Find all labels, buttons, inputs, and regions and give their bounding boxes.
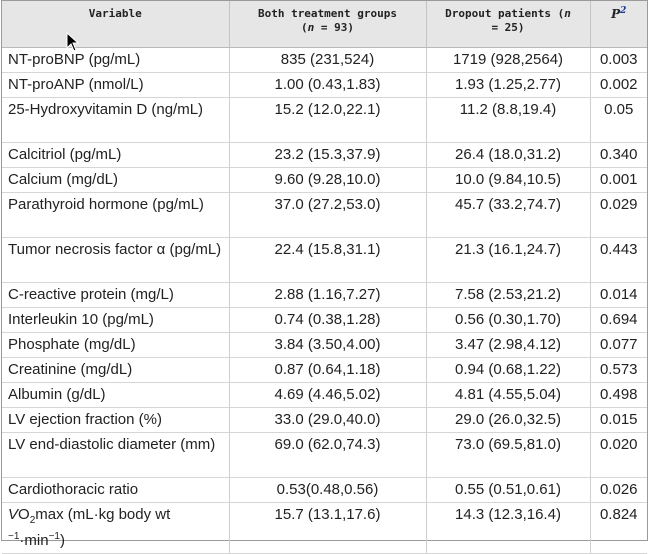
cell-dropout: 14.3 (12.3,16.4) (426, 502, 591, 554)
cell-p-value: 0.694 (590, 307, 647, 333)
cell-variable: Creatinine (mg/dL) (2, 357, 230, 383)
cell-dropout: 0.56 (0.30,1.70) (426, 307, 591, 333)
cell-variable: 25-Hydroxyvitamin D (ng/mL) (2, 97, 230, 143)
table-row: 25-Hydroxyvitamin D (ng/mL) 15.2 (12.0,22… (2, 97, 647, 143)
cell-dropout: 29.0 (26.0,32.5) (426, 407, 591, 433)
cell-p-value: 0.014 (590, 282, 647, 308)
cell-dropout: 0.55 (0.51,0.61) (426, 477, 591, 503)
cell-dropout: 0.94 (0.68,1.22) (426, 357, 591, 383)
header-dropout-n: = 25) (491, 21, 525, 34)
cell-dropout: 3.47 (2.98,4.12) (426, 332, 591, 358)
cell-p-value: 0.029 (590, 192, 647, 238)
cell-both-groups: 22.4 (15.8,31.1) (229, 237, 427, 283)
table-row: C-reactive protein (mg/L) 2.88 (1.16,7.27… (2, 282, 647, 308)
cell-p-value: 0.498 (590, 382, 647, 408)
table-row: Calcitriol (pg/mL) 23.2 (15.3,37.9) 26.4 (… (2, 142, 647, 168)
table-row: Creatinine (mg/dL) 0.87 (0.64,1.18) 0.94 (… (2, 357, 647, 383)
cell-variable: Tumor necrosis factor α (pg/mL) (2, 237, 230, 283)
table-row: Albumin (g/dL) 4.69 (4.46,5.02) 4.81 (4.55… (2, 382, 647, 408)
cell-variable: LV end-diastolic diameter (mm) (2, 432, 230, 478)
table-row: LV end-diastolic diameter (mm) 69.0 (62.0… (2, 432, 647, 478)
cell-both-groups: 69.0 (62.0,74.3) (229, 432, 427, 478)
header-both-n: (n = 93) (301, 21, 354, 34)
cell-dropout: 1.93 (1.25,2.77) (426, 72, 591, 98)
cell-variable: Parathyroid hormone (pg/mL) (2, 192, 230, 238)
cell-variable: C-reactive protein (mg/L) (2, 282, 230, 308)
cell-p-value: 0.340 (590, 142, 647, 168)
cell-both-groups: 4.69 (4.46,5.02) (229, 382, 427, 408)
cell-variable: Interleukin 10 (pg/mL) (2, 307, 230, 333)
cell-variable: Calcium (mg/dL) (2, 167, 230, 193)
cell-both-groups: 2.88 (1.16,7.27) (229, 282, 427, 308)
table-row: Tumor necrosis factor α (pg/mL) 22.4 (15.… (2, 237, 647, 283)
table-row: LV ejection fraction (%) 33.0 (29.0,40.0)… (2, 407, 647, 433)
header-dropout: Dropout patients (n = 25) (426, 1, 591, 48)
table-row: NT-proANP (nmol/L) 1.00 (0.43,1.83) 1.93 (… (2, 72, 647, 98)
cell-dropout: 4.81 (4.55,5.04) (426, 382, 591, 408)
cell-dropout: 73.0 (69.5,81.0) (426, 432, 591, 478)
cell-both-groups: 33.0 (29.0,40.0) (229, 407, 427, 433)
cell-dropout: 45.7 (33.2,74.7) (426, 192, 591, 238)
cell-both-groups: 15.7 (13.1,17.6) (229, 502, 427, 554)
cell-p-value: 0.443 (590, 237, 647, 283)
cell-variable: NT-proANP (nmol/L) (2, 72, 230, 98)
cell-p-value: 0.001 (590, 167, 647, 193)
cell-dropout: 21.3 (16.1,24.7) (426, 237, 591, 283)
cell-variable: Phosphate (mg/dL) (2, 332, 230, 358)
cell-dropout: 26.4 (18.0,31.2) (426, 142, 591, 168)
cell-p-value: 0.026 (590, 477, 647, 503)
cell-both-groups: 15.2 (12.0,22.1) (229, 97, 427, 143)
cell-both-groups: 9.60 (9.28,10.0) (229, 167, 427, 193)
table-row: Calcium (mg/dL) 9.60 (9.28,10.0) 10.0 (9.8… (2, 167, 647, 193)
cell-both-groups: 0.87 (0.64,1.18) (229, 357, 427, 383)
cell-p-value: 0.020 (590, 432, 647, 478)
table-header-row: Variable Both treatment groups (n = 93) … (2, 1, 647, 48)
header-both-groups: Both treatment groups (n = 93) (229, 1, 427, 48)
table-row: Phosphate (mg/dL) 3.84 (3.50,4.00) 3.47 (2… (2, 332, 647, 358)
cell-variable: VO2max (mL·kg body wt −1·min−1) (2, 502, 230, 554)
cell-dropout: 7.58 (2.53,21.2) (426, 282, 591, 308)
cell-dropout: 10.0 (9.84,10.5) (426, 167, 591, 193)
table-row: NT-proBNP (pg/mL) 835 (231,524) 1719 (928,… (2, 47, 647, 73)
cell-both-groups: 3.84 (3.50,4.00) (229, 332, 427, 358)
cell-p-value: 0.003 (590, 47, 647, 73)
cell-both-groups: 1.00 (0.43,1.83) (229, 72, 427, 98)
cell-both-groups: 0.53(0.48,0.56) (229, 477, 427, 503)
cell-dropout: 11.2 (8.8,19.4) (426, 97, 591, 143)
cell-p-value: 0.077 (590, 332, 647, 358)
cell-variable: NT-proBNP (pg/mL) (2, 47, 230, 73)
cell-both-groups: 835 (231,524) (229, 47, 427, 73)
header-variable: Variable (2, 1, 230, 48)
cell-p-value: 0.002 (590, 72, 647, 98)
table-row: Parathyroid hormone (pg/mL) 37.0 (27.2,53… (2, 192, 647, 238)
cell-p-value: 0.015 (590, 407, 647, 433)
cell-variable: Albumin (g/dL) (2, 382, 230, 408)
cell-both-groups: 0.74 (0.38,1.28) (229, 307, 427, 333)
table-row: Interleukin 10 (pg/mL) 0.74 (0.38,1.28) 0.… (2, 307, 647, 333)
mouse-pointer-icon (66, 32, 80, 52)
cell-variable: Calcitriol (pg/mL) (2, 142, 230, 168)
cell-dropout: 1719 (928,2564) (426, 47, 591, 73)
cell-both-groups: 23.2 (15.3,37.9) (229, 142, 427, 168)
header-p-value: P2 (590, 1, 647, 48)
cell-p-value: 0.573 (590, 357, 647, 383)
cell-both-groups: 37.0 (27.2,53.0) (229, 192, 427, 238)
cell-variable: Cardiothoracic ratio (2, 477, 230, 503)
table-row: VO2max (mL·kg body wt −1·min−1) 15.7 (13.1… (2, 502, 647, 554)
cell-p-value: 0.824 (590, 502, 647, 554)
table-row: Cardiothoracic ratio 0.53(0.48,0.56) 0.55 … (2, 477, 647, 503)
cell-variable: LV ejection fraction (%) (2, 407, 230, 433)
cell-p-value: 0.05 (590, 97, 647, 143)
